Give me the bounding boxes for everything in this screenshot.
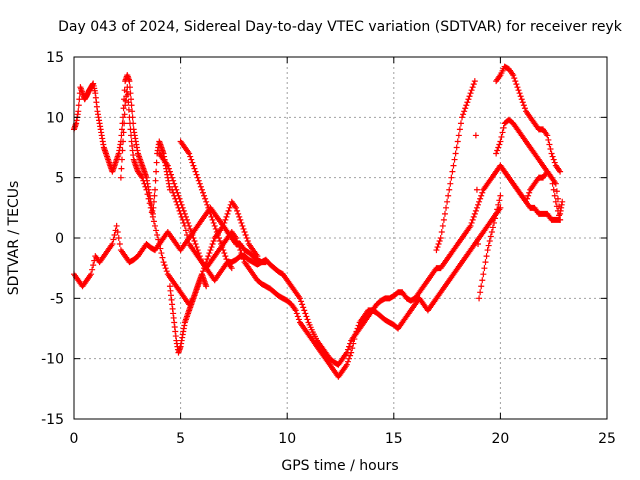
series-track-4 [156, 150, 504, 380]
x-tick-label: 5 [176, 431, 185, 447]
x-tick-label: 10 [278, 431, 296, 447]
x-tick-label: 15 [385, 431, 403, 447]
series-track-11 [497, 162, 566, 217]
series-track-10 [493, 116, 564, 223]
series-track-8 [433, 78, 504, 302]
data-points [71, 63, 566, 380]
series-track-7 [177, 138, 235, 272]
data-point-markers [433, 78, 504, 302]
data-point-markers [156, 150, 504, 380]
y-tick-label: -15 [41, 412, 64, 428]
data-point-markers [493, 63, 564, 175]
y-axis-label: SDTVAR / TECUs [6, 181, 22, 296]
x-tick-label: 20 [491, 431, 509, 447]
x-tick-label: 25 [598, 431, 616, 447]
y-tick-label: 10 [46, 110, 64, 126]
axis-ticks: 0 5 10 15 20 25 -15 -10 -5 0 5 10 15 [41, 50, 616, 447]
x-tick-label: 0 [70, 431, 79, 447]
series-track-9 [493, 63, 564, 175]
y-tick-label: 5 [55, 171, 64, 187]
x-axis-label: GPS time / hours [281, 458, 398, 474]
data-point-markers [166, 271, 210, 356]
y-tick-label: -10 [41, 352, 64, 368]
y-tick-label: 0 [55, 231, 64, 247]
y-tick-label: 15 [46, 50, 64, 66]
chart-title: Day 043 of 2024, Sidereal Day-to-day VTE… [58, 19, 623, 35]
y-tick-label: -5 [50, 291, 64, 307]
data-point-markers [497, 162, 566, 217]
data-point-markers [493, 116, 564, 223]
series-track-6 [166, 271, 210, 356]
data-point-markers [177, 138, 235, 272]
